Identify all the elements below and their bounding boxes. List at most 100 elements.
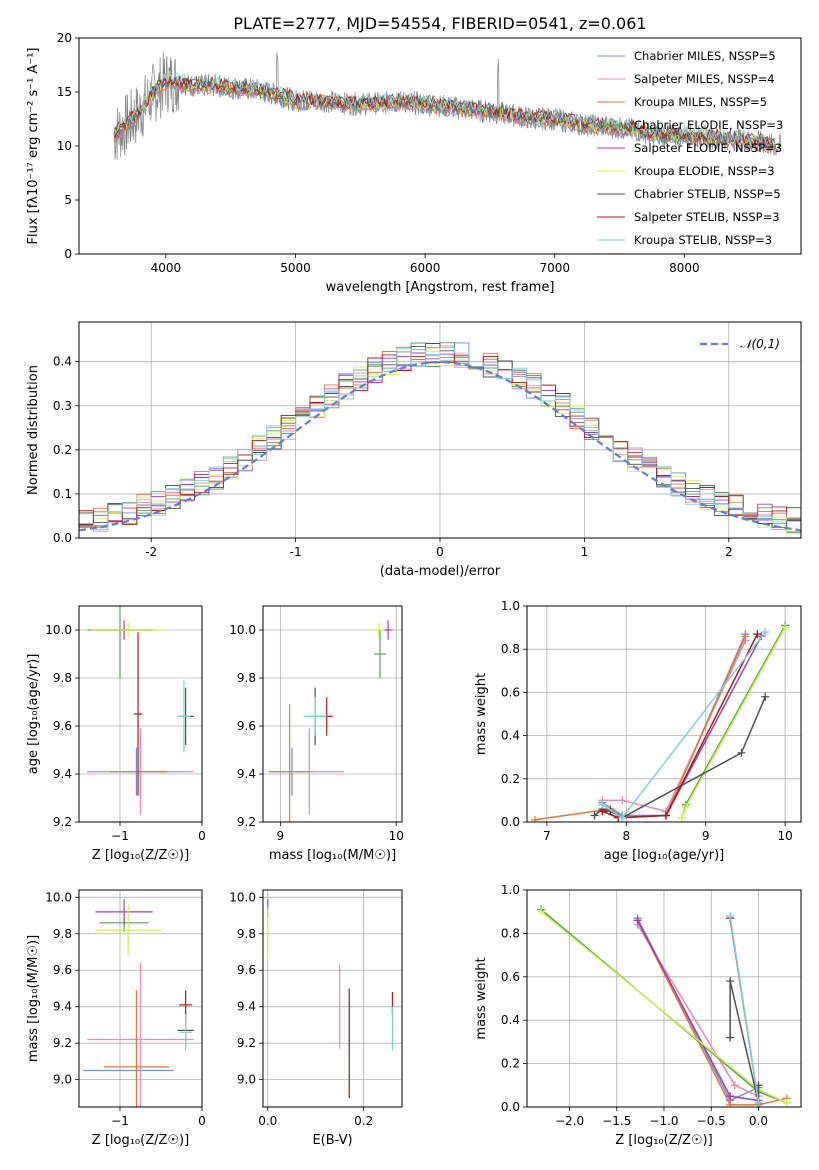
errorbar-krou_miles [103, 990, 170, 1107]
series-salp_stelib [602, 633, 758, 819]
marker-krou_miles [530, 815, 539, 822]
y-tick-label: 9.2 [237, 1036, 256, 1050]
y-tick-label: 1.0 [501, 883, 520, 897]
plot-area [527, 890, 801, 1107]
x-axis-label: E(B-V) [312, 1133, 352, 1148]
histogram-salp_stelib [79, 354, 801, 527]
marker-krou_stelib [761, 627, 770, 636]
x-tick-label: 0.0 [749, 1114, 768, 1128]
marker-chab_stelib [761, 692, 770, 701]
plot-area [113, 51, 782, 160]
y-tick-label: 0.6 [501, 970, 520, 984]
x-tick-label: 8 [622, 829, 630, 843]
x-tick-label: -2 [145, 545, 157, 559]
axes-frame [78, 321, 802, 539]
x-tick-label: 9 [277, 829, 285, 843]
y-tick-label: 9.4 [53, 1000, 72, 1014]
y-tick-label: 0.3 [53, 399, 72, 413]
series-chab_miles [601, 633, 747, 817]
plot-area [263, 606, 402, 822]
legend-label: Salpeter STELIB, NSSP=3 [634, 210, 780, 224]
y-tick-label: 0.4 [501, 1013, 520, 1027]
series-krou_miles [636, 920, 787, 1106]
grid [263, 606, 402, 822]
y-tick-label: 0.4 [501, 729, 520, 743]
y-tick-label: 0 [64, 247, 72, 261]
model-spectrum-krou_stelib [113, 71, 776, 148]
x-axis-label: mass [log₁₀(M/M☉)] [269, 848, 396, 863]
errorbar-salp_stelib [133, 632, 143, 796]
x-axis-label: wavelength [Angstrom, rest frame] [326, 280, 555, 295]
marker-chab_stelib [737, 748, 746, 757]
y-tick-label: 10.0 [45, 890, 72, 904]
x-tick-label: 0 [198, 829, 206, 843]
figure-title: PLATE=2777, MJD=54554, FIBERID=0541, z=0… [233, 14, 646, 33]
y-tick-label: 9.8 [237, 927, 256, 941]
legend-label: Chabrier MILES, NSSP=5 [634, 49, 776, 63]
plot-area [527, 606, 801, 822]
y-tick-label: 20 [57, 31, 72, 45]
marker-krou_elodie [681, 802, 690, 811]
y-tick-label: 9.8 [237, 671, 256, 685]
y-tick-label: 9.2 [53, 1036, 72, 1050]
y-tick-label: 0.2 [53, 443, 72, 457]
series-krou_elodie [681, 627, 786, 818]
series-chab_stelib [729, 980, 760, 1103]
y-tick-label: 0.0 [53, 531, 72, 545]
y-tick-label: 0.8 [501, 642, 520, 656]
axes-frame [526, 605, 802, 823]
x-tick-label: 9 [702, 829, 710, 843]
series-salp_elodie [636, 920, 759, 1102]
plot-area [79, 890, 202, 1107]
grid [527, 606, 801, 822]
y-tick-label: 9.6 [237, 963, 256, 977]
y-axis-label: Normed distribution [26, 365, 41, 495]
y-tick-label: 10.0 [229, 623, 256, 637]
y-axis-label: age [log₁₀(age/yr)] [26, 654, 41, 775]
errorbar-krou_elodie [95, 904, 161, 956]
x-tick-label: −1.0 [649, 1114, 678, 1128]
y-tick-label: 9.8 [53, 671, 72, 685]
x-tick-label: 10 [389, 829, 404, 843]
errorbar-krou_stelib [303, 697, 327, 736]
y-tick-label: 0.8 [501, 926, 520, 940]
errorbar-krou_stelib [177, 680, 191, 753]
series-chab_miles [636, 917, 759, 1102]
errorbar-salp_elodie [95, 899, 153, 925]
x-tick-label: 0.0 [258, 1114, 277, 1128]
plot-area [79, 322, 801, 538]
errorbar-krou_elodie [91, 622, 166, 638]
x-tick-label: -1 [290, 545, 302, 559]
y-axis-label: mass weight [474, 957, 489, 1039]
y-tick-label: 0.0 [501, 815, 520, 829]
y-tick-label: 0.2 [501, 772, 520, 786]
series-krou_stelib [729, 915, 760, 1103]
legend-label: Kroupa ELODIE, NSSP=3 [634, 164, 775, 178]
errorbar-krou_elodie [373, 622, 385, 638]
x-tick-label: 2 [725, 545, 733, 559]
x-tick-label: −0.5 [697, 1114, 726, 1128]
y-tick-label: 1.0 [501, 599, 520, 613]
model-spectrum-chab_stelib [113, 76, 776, 151]
legend-label: Salpeter ELODIE, NSSP=3 [634, 141, 782, 155]
y-tick-label: 10 [57, 139, 72, 153]
marker-salp_miles [618, 796, 627, 805]
y-tick-label: 9.4 [237, 767, 256, 781]
marker-salp_stelib [753, 630, 762, 639]
panel-age_vs_mass: 9 10 9.2 9.4 9.6 9.8 10.0 mass [log₁₀(M/M☉)] [229, 605, 404, 863]
errorbar-krou_stelib [179, 1014, 193, 1051]
marker-salp_elodie [726, 1092, 735, 1101]
x-axis-label: (data-model)/error [380, 564, 501, 579]
marker-salp_miles [730, 1081, 739, 1090]
x-tick-label: −2.0 [555, 1114, 584, 1128]
x-tick-label: 4000 [151, 261, 182, 275]
y-axis-label: mass weight [474, 673, 489, 755]
axes-frame [262, 605, 403, 823]
y-tick-label: 10.0 [45, 623, 72, 637]
histogram-krou_stelib [79, 346, 801, 530]
y-tick-label: 15 [57, 85, 72, 99]
marker-chab_stelib [726, 977, 735, 986]
grid [527, 890, 801, 1107]
legend-label: Chabrier ELODIE, NSSP=3 [634, 118, 783, 132]
plot-area [79, 606, 202, 822]
